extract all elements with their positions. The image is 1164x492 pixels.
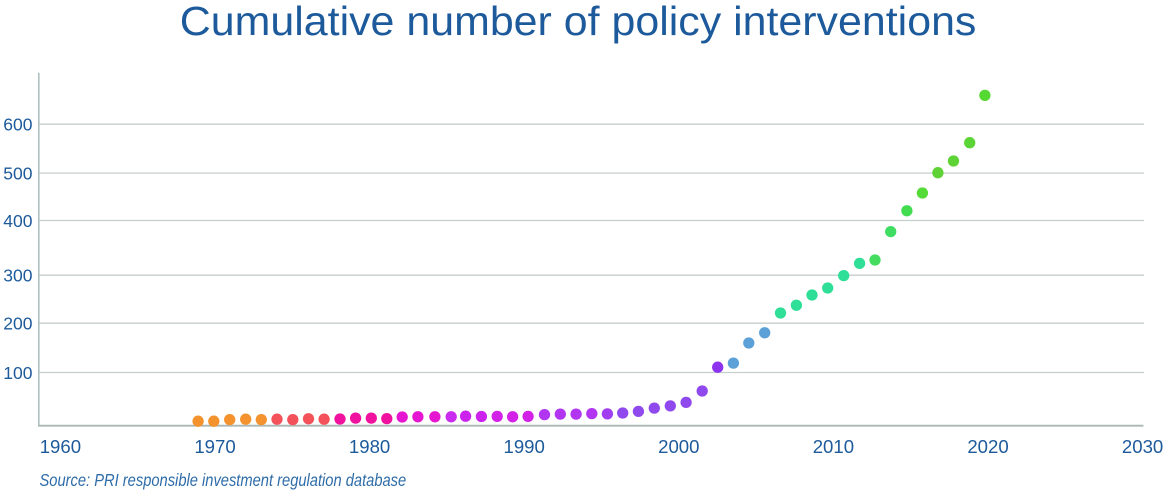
- svg-text:200: 200: [3, 314, 32, 334]
- svg-text:Source: PRI responsible invest: Source: PRI responsible investment regul…: [40, 470, 407, 490]
- svg-text:Cumulative number of policy in: Cumulative number of policy intervention…: [180, 0, 977, 44]
- svg-text:2000: 2000: [658, 436, 699, 457]
- svg-text:600: 600: [3, 115, 32, 135]
- svg-text:2010: 2010: [813, 436, 854, 457]
- svg-text:400: 400: [3, 211, 32, 231]
- svg-text:2020: 2020: [967, 436, 1008, 457]
- svg-text:500: 500: [3, 163, 32, 183]
- svg-text:100: 100: [3, 363, 32, 383]
- svg-text:1990: 1990: [504, 436, 545, 457]
- svg-text:300: 300: [3, 266, 32, 286]
- svg-text:1960: 1960: [40, 436, 81, 457]
- svg-text:1980: 1980: [349, 436, 390, 457]
- svg-text:1970: 1970: [194, 436, 235, 457]
- svg-text:2030: 2030: [1122, 436, 1163, 457]
